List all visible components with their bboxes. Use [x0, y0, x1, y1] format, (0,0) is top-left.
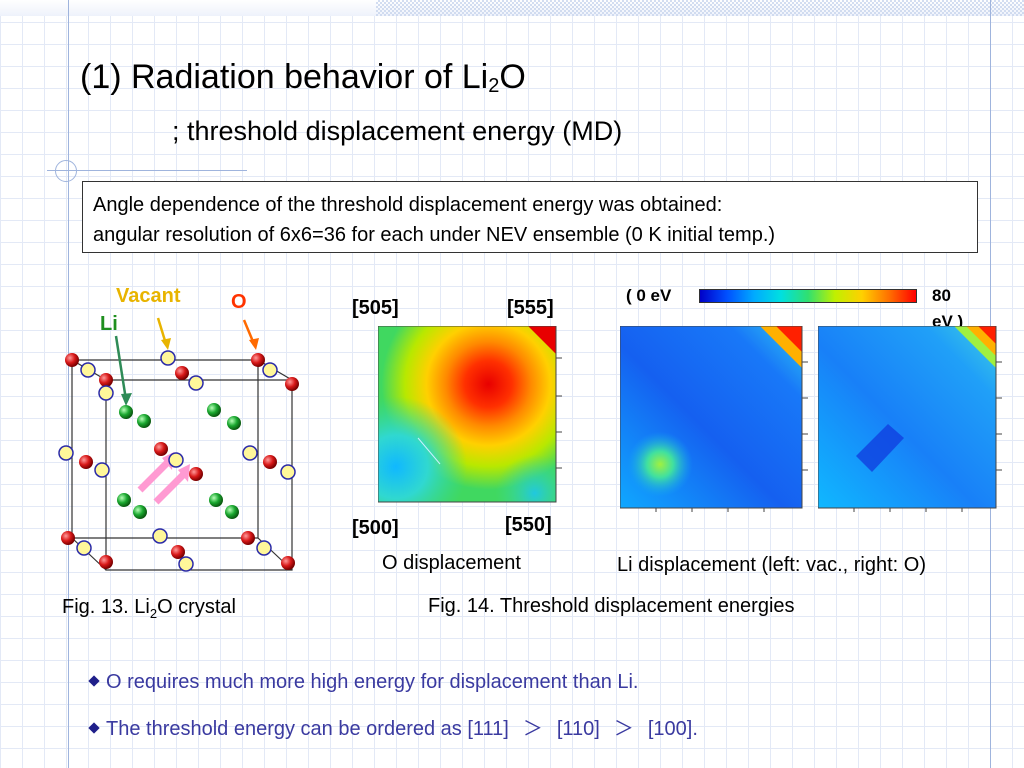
color-scale-bar [699, 289, 917, 303]
li-map-right-ticks [853, 361, 1002, 512]
bullet-marker [88, 675, 100, 687]
header-pattern [376, 0, 1024, 16]
page-title: (1) Radiation behavior of Li2O [80, 58, 526, 97]
bullet-2: The threshold energy can be ordered as [… [88, 712, 698, 741]
info-line-1: Angle dependence of the threshold displa… [93, 194, 723, 216]
lithium-atoms [117, 403, 241, 519]
label-lithium: Li [100, 313, 118, 335]
oxygen-atoms [61, 353, 299, 570]
bullet-marker [88, 722, 100, 734]
scale-min-label: ( 0 eV [626, 286, 672, 305]
vacant-sites [58, 350, 296, 572]
info-line-2: angular resolution of 6x6=36 for each un… [93, 224, 776, 246]
label-vacant: Vacant [116, 285, 181, 307]
decor-hline [47, 170, 247, 171]
o-map-ticks [556, 357, 562, 469]
li-map-left-ticks [655, 361, 808, 512]
li-displacement-map-oxygen [818, 326, 1002, 512]
label-oxygen: O [231, 291, 247, 313]
o-map-corner-tl: [505] [352, 297, 399, 319]
scale-max-label-1: 80 [932, 286, 951, 305]
bullet-1: O requires much more high energy for dis… [88, 671, 639, 694]
decor-circle [55, 160, 77, 182]
o-map-caption: O displacement [382, 552, 521, 574]
label-pointers [114, 317, 259, 406]
page-subtitle: ; threshold displacement energy (MD) [172, 116, 623, 146]
o-map-corner-br: [550] [505, 514, 552, 536]
li-displacement-map-vacant [620, 326, 808, 512]
o-map-corner-bl: [500] [352, 517, 399, 539]
decor-vline-left [68, 0, 69, 768]
figure14-caption: Fig. 14. Threshold displacement energies [428, 595, 795, 617]
crystal-caption: Fig. 13. Li2O crystal [62, 596, 236, 621]
o-displacement-map [378, 326, 562, 503]
li-map-caption: Li displacement (left: vac., right: O) [617, 554, 927, 576]
info-box: Angle dependence of the threshold displa… [82, 181, 978, 253]
crystal-figure [58, 317, 299, 572]
o-map-corner-tr: [555] [507, 297, 554, 319]
